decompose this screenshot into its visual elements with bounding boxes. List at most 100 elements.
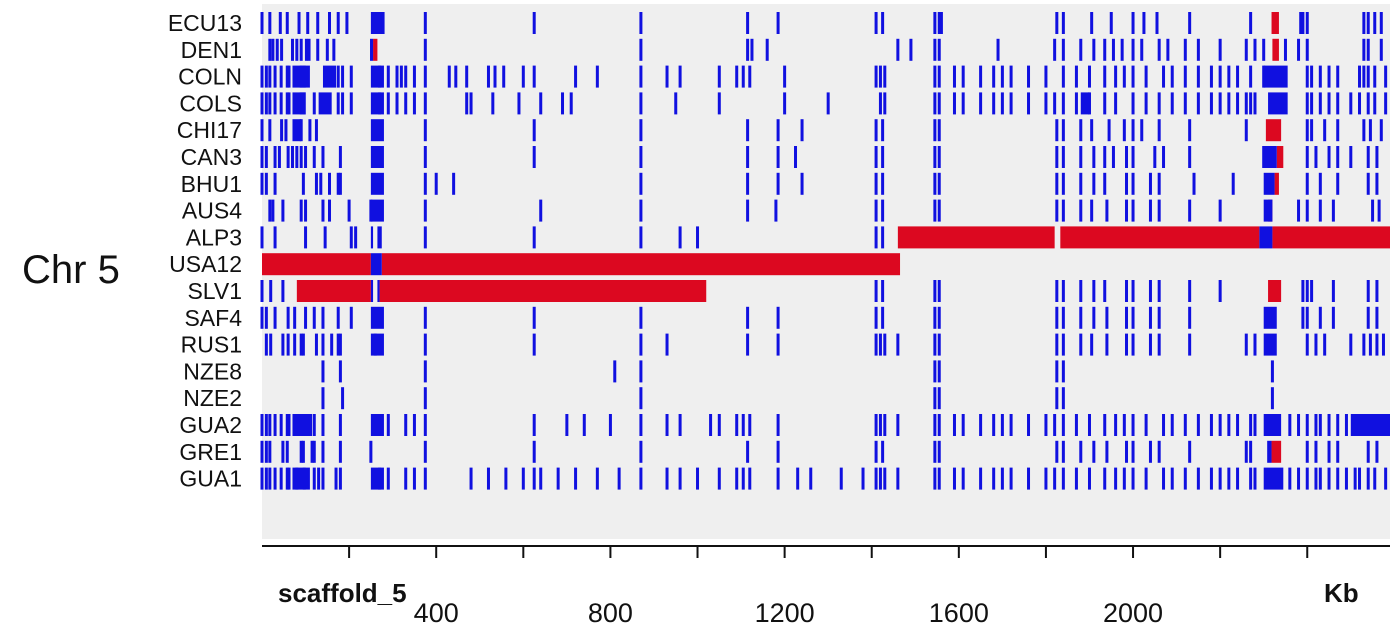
snp-cluster — [1263, 467, 1284, 490]
snp-mark — [264, 440, 268, 463]
snp-mark — [304, 199, 308, 222]
snp-mark — [271, 199, 275, 222]
snp-cluster — [370, 65, 384, 88]
snp-mark — [268, 119, 272, 142]
snp-mark — [735, 414, 739, 436]
snp-mark — [1061, 280, 1065, 302]
snp-mark — [1079, 38, 1083, 61]
snp-mark — [260, 119, 264, 142]
snp-mark — [412, 65, 416, 88]
snp-mark — [321, 306, 325, 329]
snp-mark — [1188, 280, 1192, 302]
snp-mark — [665, 65, 669, 88]
snp-mark — [1144, 65, 1148, 88]
snp-mark — [1079, 280, 1083, 302]
snp-mark — [423, 38, 427, 61]
row-gua1 — [260, 467, 1388, 490]
snp-mark — [1323, 333, 1327, 356]
snp-mark — [338, 467, 342, 490]
row-bhu1 — [260, 172, 1379, 195]
snp-mark — [1297, 38, 1301, 61]
snp-mark — [1000, 414, 1004, 436]
snp-mark — [434, 172, 438, 195]
snp-cluster — [1268, 92, 1288, 115]
snp-mark — [881, 440, 885, 463]
row-label: CAN3 — [181, 144, 242, 170]
snp-mark — [404, 65, 408, 88]
snp-mark — [1305, 440, 1309, 463]
snp-mark — [314, 172, 318, 195]
snp-mark — [260, 440, 264, 463]
snp-mark — [260, 92, 264, 115]
snp-mark — [1061, 199, 1065, 222]
snp-mark — [1218, 65, 1222, 88]
snp-mark — [1092, 38, 1096, 61]
snp-mark — [1125, 172, 1129, 195]
snp-mark — [1305, 306, 1309, 329]
snp-mark — [1196, 414, 1200, 436]
snp-mark — [1131, 414, 1135, 436]
snp-mark — [961, 65, 965, 88]
snp-mark — [776, 414, 780, 436]
snp-cluster — [1263, 199, 1273, 222]
snp-mark — [1236, 92, 1240, 115]
snp-mark — [1373, 92, 1377, 115]
x-tick-label: 800 — [588, 598, 633, 628]
snp-mark — [264, 146, 268, 168]
row-gre1 — [260, 440, 1379, 463]
snp-mark — [1209, 92, 1213, 115]
snp-mark — [332, 38, 336, 61]
snp-mark — [746, 333, 750, 356]
snp-mark — [1375, 440, 1379, 463]
snp-mark — [1381, 333, 1385, 356]
snp-mark — [746, 172, 750, 195]
snp-mark — [268, 12, 272, 34]
snp-mark — [532, 65, 536, 88]
row-gua2 — [260, 414, 1390, 436]
snp-mark — [336, 12, 340, 34]
snp-mark — [1358, 414, 1362, 436]
snp-mark — [260, 226, 264, 249]
snp-mark — [1327, 467, 1331, 490]
snp-mark — [881, 226, 885, 249]
snp-mark — [1227, 92, 1231, 115]
snp-mark — [613, 360, 617, 383]
snp-mark — [1227, 467, 1231, 490]
snp-mark — [1318, 306, 1322, 329]
snp-mark — [1027, 467, 1031, 490]
snp-mark — [338, 360, 342, 383]
snp-mark — [1140, 38, 1144, 61]
snp-mark — [491, 92, 495, 115]
snp-mark — [896, 333, 900, 356]
snp-mark — [1061, 333, 1065, 356]
snp-mark — [874, 146, 878, 168]
snp-mark — [386, 414, 390, 436]
snp-mark — [937, 414, 941, 436]
snp-mark — [423, 92, 427, 115]
snp-mark — [321, 333, 325, 356]
snp-mark — [1375, 172, 1379, 195]
snp-mark — [1107, 119, 1111, 142]
snp-mark — [1055, 306, 1059, 329]
snp-mark — [678, 226, 682, 249]
snp-mark — [839, 467, 843, 490]
snp-mark — [486, 65, 490, 88]
snp-mark — [574, 65, 578, 88]
snp-mark — [1162, 414, 1166, 436]
snp-mark — [881, 172, 885, 195]
snp-cluster — [1267, 440, 1272, 463]
snp-mark — [696, 226, 700, 249]
snp-mark — [639, 65, 643, 88]
snp-mark — [874, 12, 878, 34]
snp-mark — [1009, 414, 1013, 436]
snp-mark — [386, 92, 390, 115]
snp-mark — [312, 146, 316, 168]
snp-mark — [1157, 119, 1161, 142]
snp-cluster — [377, 280, 380, 302]
snp-mark — [1253, 38, 1257, 61]
row-can3 — [260, 146, 1379, 168]
snp-mark — [1373, 467, 1377, 490]
snp-mark — [1061, 92, 1065, 115]
snp-mark — [423, 360, 427, 383]
snp-mark — [1044, 467, 1048, 490]
